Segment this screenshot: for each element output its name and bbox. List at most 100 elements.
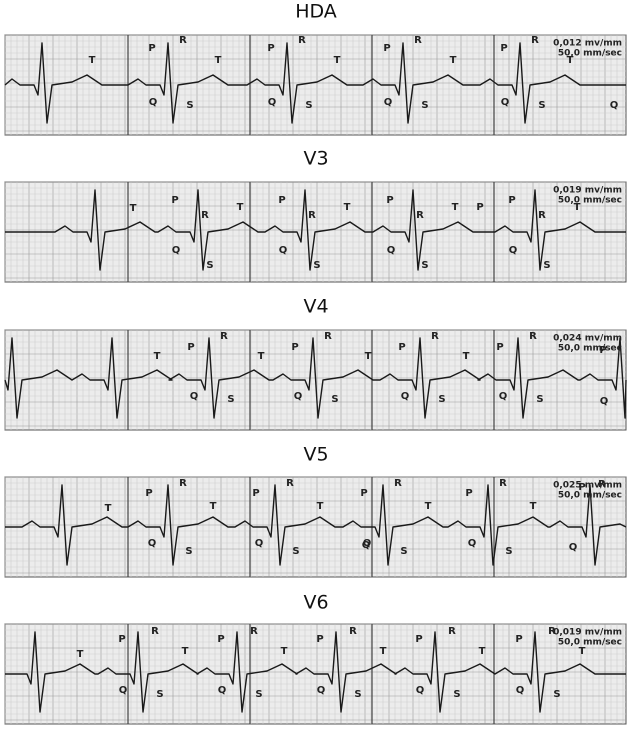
wave-label: S (354, 689, 361, 700)
lead-title: V6 (303, 592, 328, 614)
wave-label: S (538, 100, 545, 111)
wave-label: S (227, 394, 234, 405)
wave-label: T (215, 55, 222, 66)
wave-label: P (187, 342, 194, 353)
wave-label: S (292, 546, 299, 557)
wave-label: S (543, 260, 550, 271)
ecg-trace (4, 337, 627, 419)
wave-label: Q (119, 685, 128, 696)
wave-label: S (505, 546, 512, 557)
wave-label: R (414, 35, 422, 46)
wave-label: S (421, 260, 428, 271)
wave-label: T (574, 202, 581, 213)
wave-label: S (453, 689, 460, 700)
wave-label: R (308, 210, 316, 221)
lead-title: V5 (303, 444, 328, 466)
wave-label: P (500, 43, 507, 54)
wave-label: T (77, 649, 84, 660)
wave-label: Q (610, 100, 619, 111)
wave-label: Q (499, 391, 508, 402)
wave-label: T (210, 501, 217, 512)
wave-label: Q (363, 538, 372, 549)
wave-label: R (179, 35, 187, 46)
wave-label: T (281, 646, 288, 657)
wave-label: T (365, 351, 372, 362)
wave-label: T (450, 55, 457, 66)
wave-label: P (415, 634, 422, 645)
wave-label: T (154, 351, 161, 362)
wave-label: Q (387, 245, 396, 256)
wave-label: Q (190, 391, 199, 402)
wave-label: S (553, 689, 560, 700)
scale-label: 50,0 mm/sec (558, 196, 622, 206)
wave-label: Q (172, 245, 181, 256)
wave-label: R (499, 478, 507, 489)
wave-label: R (394, 478, 402, 489)
scale-label: 50,0 mm/sec (558, 491, 622, 501)
wave-label: S (331, 394, 338, 405)
wave-label: Q (268, 97, 277, 108)
wave-label: Q (600, 396, 609, 407)
ecg-trace (5, 484, 627, 566)
wave-label: P (383, 43, 390, 54)
wave-label: R (220, 331, 228, 342)
wave-label: Q (509, 245, 518, 256)
lead-title: V3 (303, 148, 328, 170)
wave-label: S (400, 546, 407, 557)
wave-label: Q (294, 391, 303, 402)
wave-label: Q (516, 685, 525, 696)
wave-label: Q (279, 245, 288, 256)
scale-label: 0,012 mv/mm (553, 39, 622, 49)
wave-label: T (334, 55, 341, 66)
wave-label: T (258, 351, 265, 362)
wave-label: S (255, 689, 262, 700)
wave-label: Q (416, 685, 425, 696)
wave-label: P (217, 634, 224, 645)
wave-label: P (118, 634, 125, 645)
wave-label: P (496, 342, 503, 353)
scale-label: 0,024 mv/mm (553, 334, 622, 344)
ecg-trace (4, 42, 626, 124)
wave-label: P (599, 345, 606, 356)
wave-label: R (324, 331, 332, 342)
wave-label: P (171, 195, 178, 206)
wave-label: T (579, 646, 586, 657)
scale-label: 0,025 mv/mm (553, 481, 622, 491)
wave-label: T (317, 501, 324, 512)
wave-label: R (431, 331, 439, 342)
scale-label: 50,0 mm/sec (558, 49, 622, 59)
wave-label: P (515, 634, 522, 645)
wave-label: P (267, 43, 274, 54)
wave-label: R (151, 626, 159, 637)
wave-label: S (305, 100, 312, 111)
wave-label: Q (148, 538, 157, 549)
wave-label: T (567, 55, 574, 66)
wave-label: P (316, 634, 323, 645)
scale-label: 0,019 mv/mm (553, 628, 622, 638)
wave-label: T (463, 351, 470, 362)
wave-label: T (380, 646, 387, 657)
wave-label: R (349, 626, 357, 637)
wave-label: P (252, 488, 259, 499)
wave-label: P (386, 195, 393, 206)
wave-label: S (156, 689, 163, 700)
wave-label: P (476, 202, 483, 213)
wave-label: T (105, 503, 112, 514)
ecg-trace (5, 189, 626, 271)
wave-label: S (185, 546, 192, 557)
wave-label: T (344, 202, 351, 213)
wave-label: Q (317, 685, 326, 696)
wave-label: R (448, 626, 456, 637)
wave-label: S (536, 394, 543, 405)
lead-title: V4 (303, 296, 328, 318)
wave-label: T (530, 501, 537, 512)
wave-label: S (206, 260, 213, 271)
wave-label: R (529, 331, 537, 342)
wave-label: T (425, 501, 432, 512)
wave-label: Q (401, 391, 410, 402)
wave-label: R (250, 626, 258, 637)
wave-label: R (538, 210, 546, 221)
